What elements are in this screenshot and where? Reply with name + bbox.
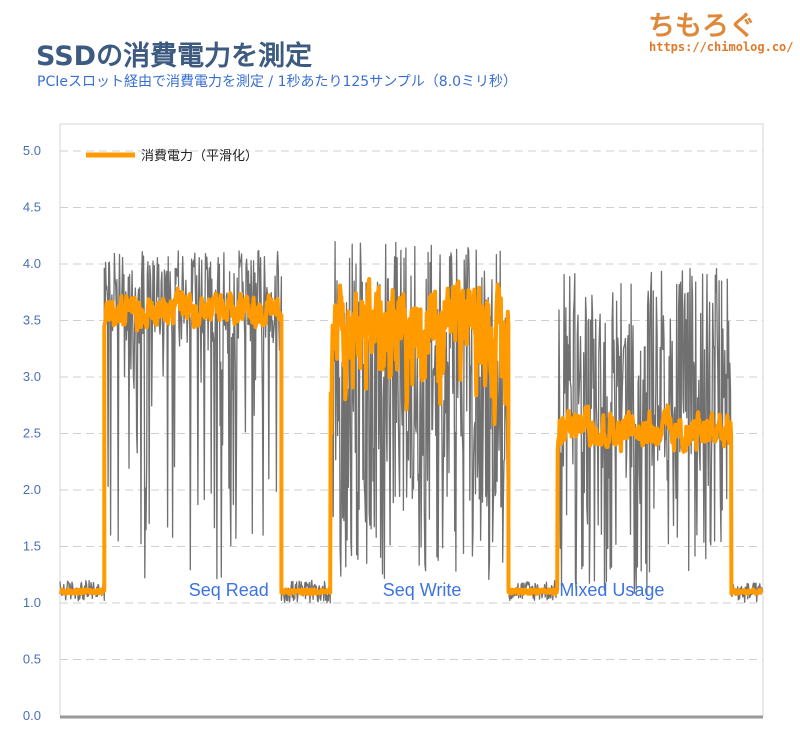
y-tick-label: 4.5 bbox=[23, 200, 41, 215]
smoothed-power-line bbox=[58, 277, 764, 596]
raw-power-line bbox=[59, 241, 764, 604]
y-axis-ticks: 0.0 0.5 1.0 1.5 2.0 2.5 3.0 3.5 4.0 4.5 5.0 bbox=[23, 143, 41, 723]
y-tick-label: 0.0 bbox=[23, 708, 41, 723]
y-tick-label: 5.0 bbox=[23, 143, 41, 158]
y-tick-label: 0.5 bbox=[23, 652, 41, 667]
y-tick-label: 2.5 bbox=[23, 426, 41, 441]
y-tick-label: 1.0 bbox=[23, 595, 41, 610]
phase-label: Seq Read bbox=[189, 580, 269, 600]
y-tick-label: 1.5 bbox=[23, 539, 41, 554]
phase-label: Mixed Usage bbox=[559, 580, 664, 600]
raw-power-series bbox=[59, 241, 764, 604]
y-tick-label: 3.5 bbox=[23, 313, 41, 328]
chart-subtitle: PCIeスロット経由で消費電力を測定 / 1秒あたり125サンプル（8.0ミリ秒… bbox=[37, 74, 518, 90]
smoothed-power-series bbox=[58, 277, 764, 596]
y-tick-label: 3.0 bbox=[23, 369, 41, 384]
phase-labels: Seq Read Seq Write Mixed Usage bbox=[189, 580, 665, 600]
legend-label: 消費電力（平滑化） bbox=[141, 149, 258, 164]
brand-logo: ちもろぐ bbox=[648, 11, 756, 42]
y-tick-label: 4.0 bbox=[23, 256, 41, 271]
legend: 消費電力（平滑化） bbox=[86, 149, 258, 164]
y-tick-label: 2.0 bbox=[23, 482, 41, 497]
brand-url: https://chimolog.co/ bbox=[649, 40, 794, 54]
chart-title: SSDの消費電力を測定 bbox=[36, 41, 313, 72]
phase-label: Seq Write bbox=[383, 580, 462, 600]
